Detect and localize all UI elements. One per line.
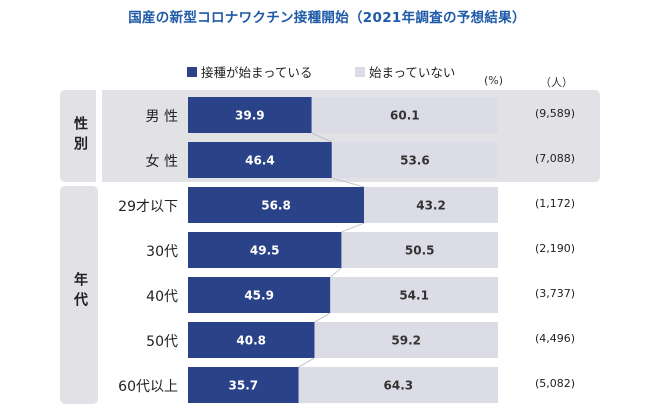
bar-started xyxy=(188,277,331,313)
bar-started xyxy=(188,97,312,133)
respondent-count: (9,589) xyxy=(535,107,576,120)
data-label-started: 40.8 xyxy=(236,334,266,348)
group-divider xyxy=(96,90,102,182)
legend-swatch-started xyxy=(187,66,197,77)
category-label: 男 性 xyxy=(145,109,178,125)
legend-swatch-not-started xyxy=(355,66,365,77)
bar-started xyxy=(188,142,332,178)
data-label-not-started: 54.1 xyxy=(399,289,429,303)
respondent-count: (3,737) xyxy=(535,287,576,300)
respondent-count: (4,496) xyxy=(535,332,576,345)
bar-not-started xyxy=(331,142,498,178)
bar-not-started xyxy=(314,322,498,358)
connector-line xyxy=(341,222,365,233)
unit-people: （人） xyxy=(540,76,573,89)
category-label: 30代 xyxy=(146,244,178,260)
group-label-age: 年代 xyxy=(72,272,88,312)
data-label-not-started: 59.2 xyxy=(391,334,421,348)
data-label-started: 49.5 xyxy=(250,244,280,258)
legend-item-started: 接種が始まっている xyxy=(187,62,312,81)
data-label-not-started: 60.1 xyxy=(390,109,420,123)
bar-started xyxy=(188,187,365,223)
connector-line xyxy=(331,177,365,188)
respondent-count: (2,190) xyxy=(535,242,576,255)
bar-not-started xyxy=(341,232,498,268)
bar-started xyxy=(188,322,315,358)
data-label-started: 45.9 xyxy=(244,289,274,303)
bar-started xyxy=(188,232,342,268)
data-label-not-started: 53.6 xyxy=(400,154,430,168)
respondent-count: (1,172) xyxy=(535,197,576,210)
connector-line xyxy=(298,357,315,368)
group-panel-age xyxy=(60,186,98,404)
category-label: 29才以下 xyxy=(118,199,178,215)
data-label-not-started: 43.2 xyxy=(416,199,446,213)
legend-label-not-started: 始まっていない xyxy=(369,65,456,80)
category-label: 50代 xyxy=(146,334,178,350)
respondent-count: (5,082) xyxy=(535,377,576,390)
bar-not-started xyxy=(364,187,498,223)
category-label: 40代 xyxy=(146,289,178,305)
unit-percent: (%) xyxy=(484,74,504,87)
connector-line xyxy=(330,267,342,278)
data-label-started: 56.8 xyxy=(261,199,291,213)
data-label-not-started: 50.5 xyxy=(405,244,435,258)
bar-not-started xyxy=(311,97,498,133)
respondent-count: (7,088) xyxy=(535,152,576,165)
group-label-gender: 性別 xyxy=(72,116,88,156)
legend-label-started: 接種が始まっている xyxy=(201,65,313,80)
chart-title: 国産の新型コロナワクチン接種開始（2021年調査の予想結果） xyxy=(128,10,526,26)
legend-item-not-started: 始まっていない xyxy=(355,62,455,81)
bar-not-started xyxy=(298,367,498,403)
data-label-not-started: 64.3 xyxy=(384,379,414,393)
bar-not-started xyxy=(330,277,498,313)
connector-line xyxy=(314,312,331,323)
connector-line xyxy=(311,132,333,143)
data-label-started: 39.9 xyxy=(235,109,265,123)
data-label-started: 35.7 xyxy=(229,379,259,393)
bar-started xyxy=(188,367,299,403)
data-label-started: 46.4 xyxy=(245,154,275,168)
category-label: 60代以上 xyxy=(118,379,178,395)
category-label: 女 性 xyxy=(145,154,178,170)
